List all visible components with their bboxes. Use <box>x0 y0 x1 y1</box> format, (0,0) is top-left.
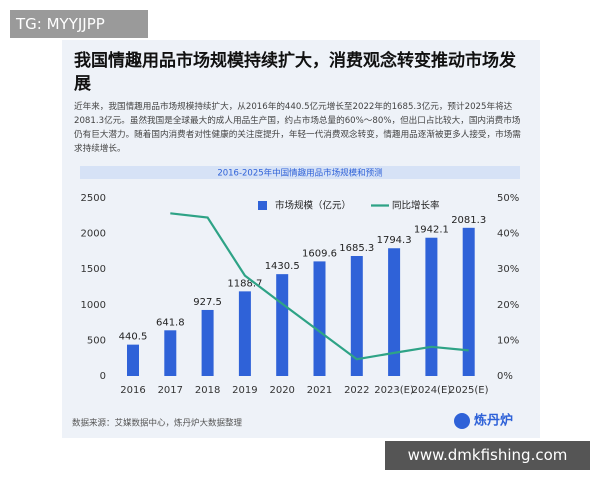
bar <box>201 309 214 376</box>
value-label: 927.5 <box>193 297 222 308</box>
y-tick-label: 500 <box>87 335 106 346</box>
y-tick-label: 1500 <box>81 264 106 275</box>
y-tick-label: 1000 <box>81 300 106 311</box>
value-label: 1430.5 <box>265 261 300 272</box>
legend-label: 市场规模（亿元） <box>275 200 351 212</box>
x-tick-label: 2024(E) <box>412 385 452 396</box>
value-label: 1794.3 <box>377 235 412 246</box>
logo: 炼丹炉 <box>474 413 513 429</box>
x-tick-label: 2019 <box>232 385 257 396</box>
y2-tick-label: 0% <box>497 371 513 382</box>
x-tick-label: 2016 <box>120 385 145 396</box>
tag: TG: MYYJJPP <box>10 10 148 38</box>
x-tick-label: 2021 <box>307 385 332 396</box>
bar <box>238 291 251 376</box>
bar <box>164 330 177 376</box>
legend-label: 同比增长率 <box>392 200 440 212</box>
value-label: 1685.3 <box>339 243 374 254</box>
bar <box>388 248 401 376</box>
value-label: 1609.6 <box>302 248 337 259</box>
bar <box>127 344 139 376</box>
bar <box>462 227 475 376</box>
title: 我国情趣用品市场规模持续扩大，消费观念转变推动市场发展 <box>74 51 516 94</box>
bar <box>313 261 326 376</box>
x-tick-label: 2020 <box>269 385 294 396</box>
x-tick-label: 2023(E) <box>374 385 414 396</box>
value-label: 440.5 <box>119 332 148 343</box>
line <box>170 212 469 361</box>
y-tick-label: 2000 <box>81 229 106 240</box>
y2-tick-label: 30% <box>497 264 519 275</box>
source: 数据来源：艾媒数据中心，炼丹炉大数据整理 <box>72 418 243 429</box>
chart-title-band <box>80 166 520 179</box>
value-label: 641.8 <box>156 317 185 328</box>
y-tick-label: 0 <box>100 371 106 382</box>
watermark: www.dmkfishing.com <box>385 441 590 470</box>
bar <box>276 274 289 376</box>
paragraph: 近年来，我国情趣用品市场规模持续扩大，从2016年的440.5亿元增长至2022… <box>74 102 521 154</box>
bar <box>350 256 363 376</box>
y2-tick-label: 10% <box>497 335 519 346</box>
y2-tick-label: 20% <box>497 300 519 311</box>
x-tick-label: 2018 <box>195 385 220 396</box>
x-tick-label: 2022 <box>344 385 369 396</box>
y2-tick-label: 50% <box>497 193 519 204</box>
value-label: 1188.7 <box>227 278 262 289</box>
value-label: 1942.1 <box>414 225 449 236</box>
value-label: 2081.3 <box>451 215 486 226</box>
x-tick-label: 2017 <box>158 385 183 396</box>
x-tick-label: 2025(E) <box>449 385 489 396</box>
logo-icon <box>454 413 470 429</box>
card <box>62 40 540 438</box>
bar <box>425 237 438 376</box>
y-tick-label: 2500 <box>81 193 106 204</box>
legend-swatch <box>258 201 267 210</box>
chart-title: 2016-2025年中国情趣用品市场规模和预测 <box>217 168 382 179</box>
y2-tick-label: 40% <box>497 229 519 240</box>
